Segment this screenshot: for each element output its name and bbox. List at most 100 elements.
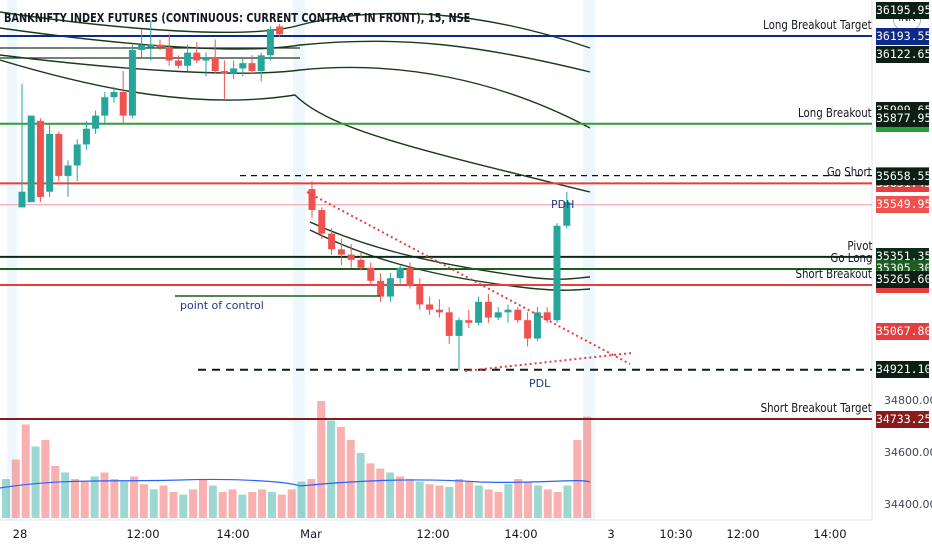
- candle-body: [276, 26, 284, 35]
- envelope-line: [0, 54, 591, 129]
- x-tick: 12:00: [726, 527, 760, 541]
- x-tick: 14:00: [216, 527, 250, 541]
- volume-bar: [159, 485, 168, 518]
- volume-bar: [208, 485, 217, 518]
- price-tag: 35877.95: [876, 110, 932, 128]
- candle-body: [184, 52, 192, 66]
- x-tick: 12:00: [126, 527, 160, 541]
- price-tag: 35067.80: [876, 322, 932, 340]
- volume-bar: [415, 481, 424, 518]
- candle-body: [435, 309, 443, 313]
- volume-bar: [514, 479, 523, 518]
- x-tick: 14:00: [813, 527, 847, 541]
- volume-bar: [474, 485, 483, 518]
- volume-bar: [583, 416, 592, 518]
- candle-body: [318, 210, 326, 234]
- volume-bar: [327, 420, 336, 518]
- candle-body: [308, 189, 316, 211]
- candle-body: [211, 57, 219, 72]
- price-tag: 35265.60: [876, 270, 932, 288]
- volume-bar: [543, 489, 552, 518]
- candle-body: [347, 254, 355, 260]
- candle-body: [202, 57, 210, 61]
- candle-body: [156, 44, 164, 48]
- candle-body: [36, 120, 44, 197]
- volume-bar: [2, 479, 10, 518]
- candle-body: [357, 259, 365, 268]
- candle-body: [193, 52, 201, 61]
- envelope-bands: [0, 11, 591, 291]
- volume-bar: [297, 481, 306, 518]
- y-tick: 34600.00: [884, 446, 932, 459]
- candle-body: [27, 115, 35, 203]
- volume-bar: [307, 479, 316, 518]
- envelope-line: [0, 27, 591, 73]
- x-tick: Mar: [300, 527, 322, 541]
- volume-bar: [445, 486, 454, 518]
- level-label: Long Breakout Target: [763, 18, 872, 32]
- volume-bar: [376, 468, 385, 518]
- candle-body: [543, 312, 551, 321]
- volume-bar: [386, 472, 395, 518]
- candle-body: [46, 133, 54, 192]
- volume-bar: [139, 484, 148, 518]
- volume-bar: [61, 472, 70, 518]
- level-label: Short Breakout Target: [760, 401, 872, 415]
- volume-bar: [21, 424, 30, 518]
- candle-body: [266, 29, 274, 56]
- session-band: [7, 0, 17, 520]
- volume-bar: [455, 479, 464, 518]
- level-label: Go Short: [827, 165, 872, 180]
- volume-bar: [179, 494, 188, 518]
- volume-bar: [435, 485, 444, 518]
- candle-body: [220, 71, 228, 74]
- candle-body: [386, 278, 394, 297]
- session-band: [293, 0, 305, 520]
- candle-body: [328, 233, 336, 250]
- x-tick: 12:00: [416, 527, 450, 541]
- candle-body: [563, 202, 571, 226]
- x-tick: 28: [12, 527, 28, 541]
- pdh-label: PDH: [551, 198, 575, 211]
- volume-bar: [110, 479, 119, 518]
- candle-body: [455, 320, 463, 336]
- candle-body: [138, 44, 146, 51]
- volume-bar: [258, 489, 267, 518]
- candle-body: [128, 50, 136, 116]
- candle-body: [119, 92, 127, 116]
- candle-body: [55, 133, 63, 176]
- volume-bar: [199, 479, 207, 518]
- volume-bar: [356, 453, 365, 518]
- candle-body: [445, 312, 453, 336]
- volume-bar: [533, 485, 542, 518]
- volume-bar: [425, 484, 434, 518]
- level-label: Pivot: [846, 238, 872, 253]
- candle-body: [484, 301, 492, 318]
- candle-body: [337, 249, 345, 255]
- volume-bar: [120, 481, 129, 518]
- candle-body: [64, 165, 72, 176]
- candle-body: [514, 309, 522, 321]
- volume-bar: [287, 489, 296, 518]
- volume-bar: [553, 492, 562, 518]
- volume-bar: [267, 492, 276, 518]
- price-tag-top: 36195.95: [876, 2, 932, 19]
- x-tick: 14:00: [504, 527, 538, 541]
- candle-body: [82, 128, 90, 145]
- candle-body: [406, 267, 414, 287]
- volume-bar: [130, 476, 139, 518]
- candle-body: [248, 63, 256, 72]
- x-tick: 10:30: [659, 527, 693, 541]
- candle-body: [92, 115, 100, 129]
- volume-bar: [524, 481, 533, 518]
- volume-bar: [238, 494, 247, 518]
- volume-bar: [336, 427, 345, 518]
- candle-body: [367, 267, 375, 281]
- volume-bar: [464, 481, 473, 518]
- candle-body: [465, 320, 473, 323]
- candle-body: [533, 312, 541, 339]
- candle-body: [147, 44, 155, 48]
- volume-bar: [41, 440, 50, 518]
- candle-body: [18, 191, 26, 208]
- volume-bars: [0, 401, 592, 518]
